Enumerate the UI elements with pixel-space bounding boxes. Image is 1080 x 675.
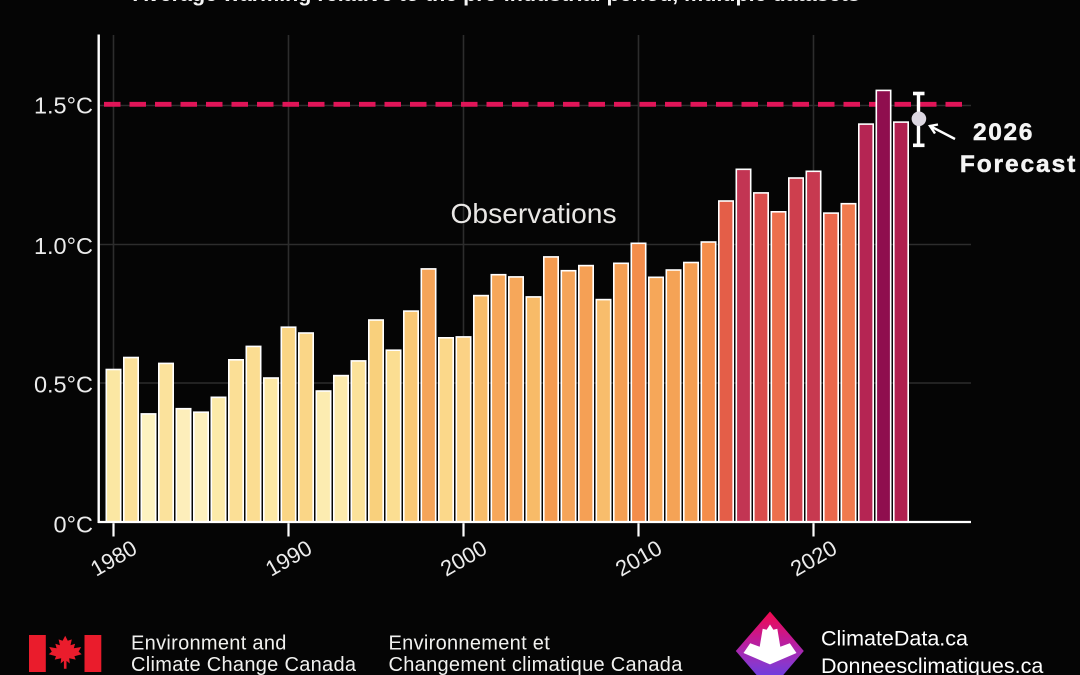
- svg-text:Average warming relative to th: Average warming relative to the pre-indu…: [133, 0, 860, 6]
- svg-text:Climate Change Canada: Climate Change Canada: [131, 654, 357, 675]
- svg-text:Environment and: Environment and: [131, 632, 287, 654]
- svg-text:Changement climatique Canada: Changement climatique Canada: [389, 654, 684, 675]
- svg-text:Forecast: Forecast: [960, 151, 1077, 178]
- svg-text:2026: 2026: [973, 119, 1034, 146]
- svg-text:Environnement et: Environnement et: [389, 632, 551, 654]
- svg-text:0°C: 0°C: [54, 511, 93, 537]
- svg-text:0.5°C: 0.5°C: [34, 371, 93, 397]
- svg-text:1.0°C: 1.0°C: [34, 233, 93, 259]
- svg-text:Observations: Observations: [451, 197, 617, 229]
- svg-text:1.5°C: 1.5°C: [34, 92, 93, 118]
- svg-text:Donneesclimatiques.ca: Donneesclimatiques.ca: [821, 654, 1043, 675]
- svg-text:ClimateData.ca: ClimateData.ca: [821, 627, 968, 651]
